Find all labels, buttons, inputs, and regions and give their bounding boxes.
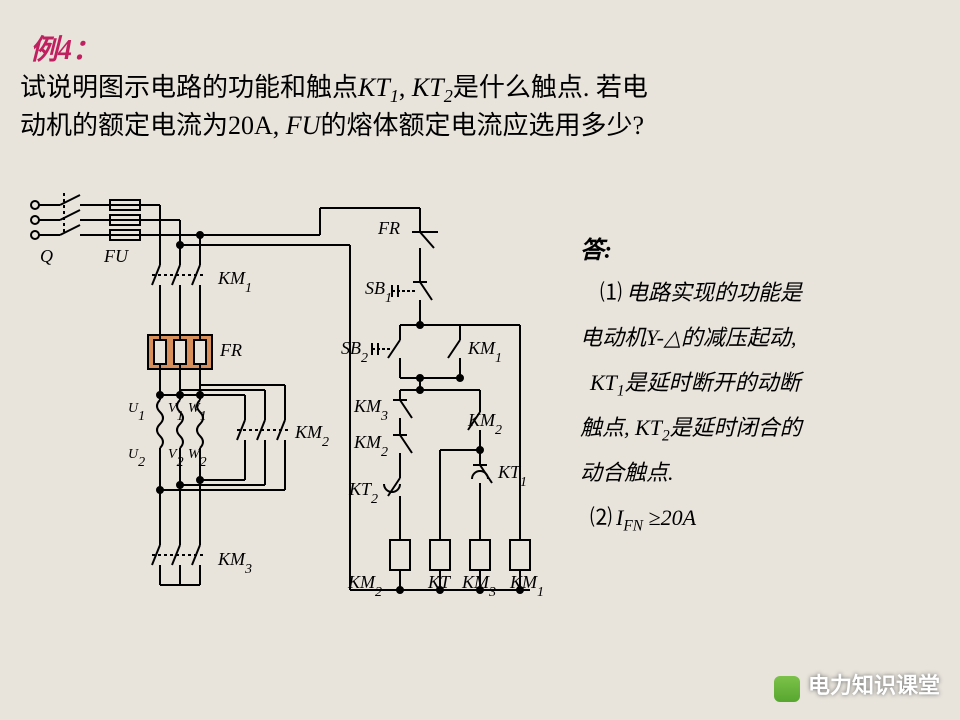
svg-text:KM1: KM1 xyxy=(467,338,502,366)
answer-line-4: 触点, KT2是延时闭合的 xyxy=(580,410,802,445)
svg-text:KM2: KM2 xyxy=(353,432,388,460)
svg-text:KT1: KT1 xyxy=(497,462,527,490)
svg-text:SB2: SB2 xyxy=(341,338,368,366)
svg-text:U2: U2 xyxy=(128,447,145,470)
svg-text:KM2: KM2 xyxy=(294,422,329,450)
svg-text:SB1: SB1 xyxy=(365,278,392,306)
svg-text:FU: FU xyxy=(103,246,129,266)
svg-text:FR: FR xyxy=(219,340,242,360)
svg-text:W2: W2 xyxy=(188,447,207,470)
svg-text:W1: W1 xyxy=(188,401,207,424)
answer-line-5: 动合触点. xyxy=(580,455,674,487)
svg-text:KM1: KM1 xyxy=(509,572,544,600)
answer-line-1: ⑴电路实现的功能是 xyxy=(600,275,802,307)
svg-text:KM1: KM1 xyxy=(217,268,252,296)
svg-text:KM3: KM3 xyxy=(353,396,388,424)
answer-line-6: ⑵IFN ≥20A xyxy=(590,500,696,535)
svg-text:KM2: KM2 xyxy=(467,410,502,438)
svg-text:KM3: KM3 xyxy=(217,549,252,577)
answer-title: 答: xyxy=(580,230,612,265)
question-line1: 试说明图示电路的功能和触点KT1, KT2是什么触点. 若电 xyxy=(20,68,648,110)
svg-text:KT2: KT2 xyxy=(348,479,378,507)
question-line2: 动机的额定电流为20A, FU的熔体额定电流应选用多少? xyxy=(20,106,644,145)
example-title: 例4： xyxy=(30,28,100,68)
svg-text:U1: U1 xyxy=(128,401,145,424)
svg-text:V2: V2 xyxy=(168,447,184,470)
answer-line-3: KT1是延时断开的动断 xyxy=(590,365,801,400)
svg-text:Q: Q xyxy=(40,246,53,266)
svg-text:KM3: KM3 xyxy=(461,572,496,600)
svg-text:KT: KT xyxy=(427,572,452,592)
circuit-diagram: Q FU KM1 FR U1 V1 W1 U2 V2 W2 KM2 KM3 FR… xyxy=(20,190,580,660)
svg-text:FR: FR xyxy=(377,218,400,238)
wechat-icon xyxy=(774,676,800,702)
svg-text:KM2: KM2 xyxy=(347,572,382,600)
watermark-text: 电力知识课堂 xyxy=(808,668,940,700)
answer-line-2: 电动机Y-△的减压起动, xyxy=(580,320,796,352)
svg-text:V1: V1 xyxy=(168,401,184,424)
